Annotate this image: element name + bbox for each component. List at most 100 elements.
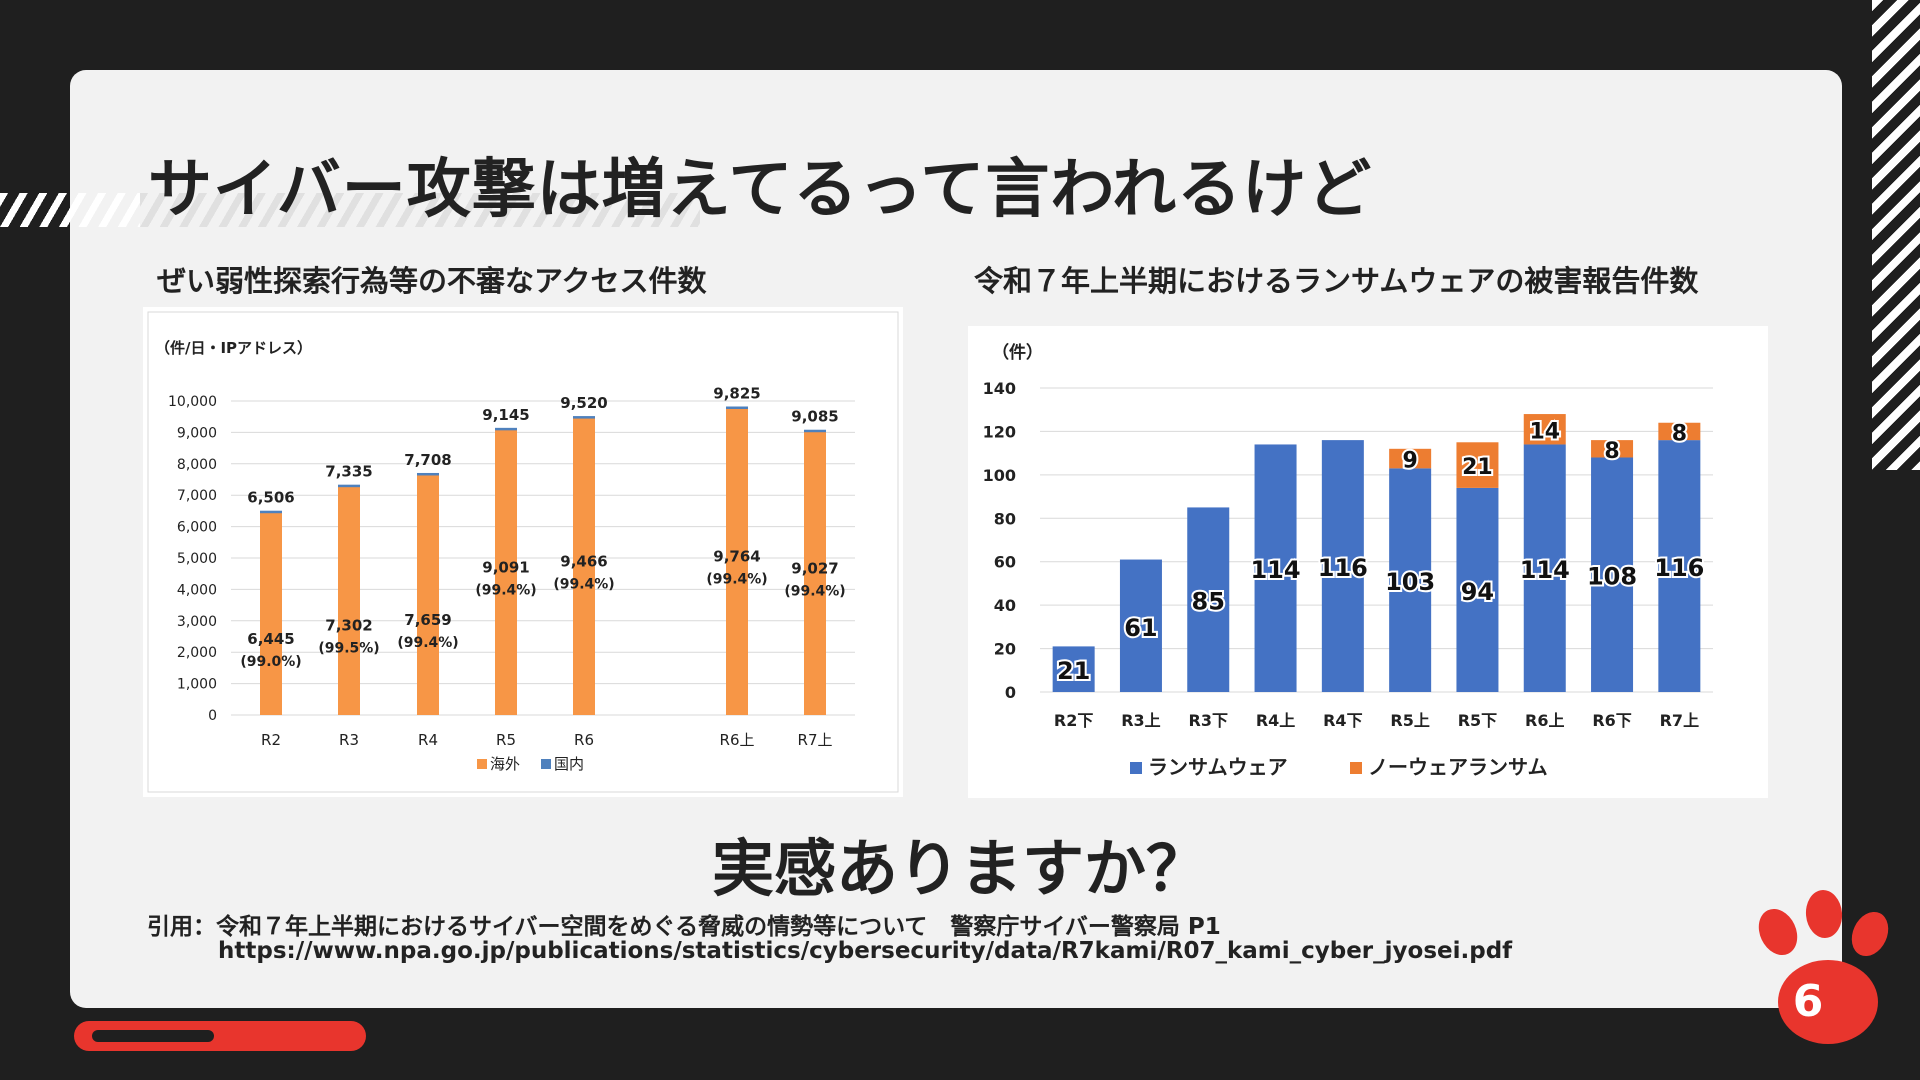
chart1-inner-value: 6,445: [247, 630, 294, 648]
chart2-bar-ransomware: [1119, 559, 1162, 692]
chart2-xtick-label: R3下: [1189, 711, 1228, 730]
chart2-ytick-label: 120: [983, 422, 1016, 441]
chart1-ytick-label: 9,000: [177, 425, 217, 441]
chart1-inner-value: 9,466: [560, 552, 607, 570]
chart1-ytick-label: 6,000: [177, 520, 217, 536]
chart2-value-label: 85: [1192, 588, 1225, 616]
progress-bar-decoration: [74, 1021, 366, 1051]
chart1-xtick-label: R5: [496, 731, 516, 749]
chart2-ytick-label: 80: [994, 509, 1016, 528]
chart1-xtick-label: R7上: [798, 731, 833, 749]
chart2-bar-noware: [1658, 422, 1701, 441]
chart1-bar-overseas: [573, 417, 595, 715]
chart2-noware-label: 21: [1462, 455, 1493, 480]
chart2-bar-ransomware: [1321, 440, 1364, 692]
chart1-bar-domestic: [260, 510, 282, 514]
chart1-inner-value: 9,091: [482, 558, 529, 576]
chart1-bar-domestic: [804, 429, 826, 433]
chart2-legend-swatch-ransomware: [1130, 762, 1142, 774]
chart1-bar-overseas: [495, 429, 517, 715]
chart1-title: ぜい弱性探索行為等の不審なアクセス件数: [157, 264, 707, 298]
chart1-ytick-label: 7,000: [177, 488, 217, 504]
chart2-unit-label: （件）: [992, 342, 1043, 363]
chart2-value-label: 116: [1318, 554, 1368, 582]
chart2-noware-label: 14: [1529, 419, 1560, 444]
chart2-xtick-label: R4下: [1323, 711, 1362, 730]
chart1-total-label: 7,708: [404, 451, 451, 469]
chart1-ytick-label: 3,000: [177, 614, 217, 630]
chart1-legend-swatch-domestic: [541, 759, 551, 769]
slide-title: サイバー攻撃は増えてるって言われるけど: [148, 153, 1373, 227]
chart1-xtick-label: R4: [418, 731, 438, 749]
chart1-inner-pct: (99.4%): [553, 576, 614, 592]
decorative-stripes-left-faint: [140, 193, 700, 227]
chart2-ytick-label: 40: [994, 596, 1016, 615]
chart1-ytick-label: 2,000: [177, 645, 217, 661]
chart1-inner-pct: (99.0%): [240, 654, 301, 670]
chart1-xtick-label: R6: [574, 731, 594, 749]
chart2-legend-ransomware: ランサムウェア: [1148, 755, 1288, 779]
citation-url[interactable]: https://www.npa.go.jp/publications/stati…: [218, 938, 1513, 964]
chart2-legend-noware: ノーウェアランサム: [1368, 755, 1548, 779]
chart2-bar-ransomware: [1389, 468, 1432, 692]
chart1-total-label: 7,335: [325, 463, 372, 481]
chart1-bar-overseas: [726, 408, 748, 715]
page-number: 6: [1793, 976, 1824, 1027]
paw-toe-3: [1851, 911, 1889, 957]
chart2-bar-ransomware: [1523, 444, 1566, 692]
chart2-xtick-label: R6下: [1592, 711, 1631, 730]
chart2-xtick-label: R3上: [1121, 711, 1160, 730]
chart2-bar-noware: [1456, 442, 1499, 488]
chart1-bar-domestic: [417, 472, 439, 476]
chart1-bar-domestic: [726, 406, 748, 409]
chart2-xtick-label: R5上: [1390, 711, 1429, 730]
chart1-inner-value: 9,027: [791, 559, 838, 577]
chart1-inner-value: 7,302: [325, 616, 372, 634]
chart2-ytick-label: 100: [983, 466, 1016, 485]
chart2-bar-ransomware: [1658, 440, 1701, 692]
chart1-xtick-label: R6上: [720, 731, 755, 749]
chart1-ytick-label: 4,000: [177, 582, 217, 598]
chart1-bar-overseas: [260, 512, 282, 715]
chart2-value-label: 21: [1057, 657, 1090, 685]
chart2-ytick-label: 60: [994, 553, 1016, 572]
chart1-legend-overseas: 海外: [490, 755, 520, 773]
chart2-title: 令和７年上半期におけるランサムウェアの被害報告件数: [974, 264, 1699, 298]
chart1-xtick-label: R2: [261, 731, 281, 749]
access-chart-panel: 0 1,000 2,000 3,000 4,000 5,000 6,000 7,000 8,00…: [143, 307, 903, 797]
chart1-legend-swatch-overseas: [477, 759, 487, 769]
question-text: 実感ありますか？: [711, 832, 1208, 905]
chart1-bar-domestic: [573, 416, 595, 419]
chart1-unit-label: （件/日・IPアドレス）: [155, 339, 312, 357]
chart2-xtick-label: R2下: [1054, 711, 1093, 730]
chart2-ytick-label: 20: [994, 640, 1016, 659]
chart1-inner-value: 7,659: [404, 611, 451, 629]
chart2-noware-label: 9: [1402, 449, 1417, 474]
chart2-value-label: 94: [1461, 578, 1494, 606]
chart2-noware-label: 8: [1604, 439, 1619, 464]
chart1-inner-pct: (99.4%): [706, 572, 767, 588]
chart1-total-label: 9,520: [560, 394, 607, 412]
chart1-total-label: 6,506: [247, 489, 294, 507]
chart1-bar-overseas: [804, 431, 826, 715]
chart1-total-label: 9,085: [791, 408, 838, 426]
chart2-xtick-label: R4上: [1256, 711, 1295, 730]
decorative-stripes-right: [1872, 0, 1920, 470]
chart1-xtick-label: R3: [339, 731, 359, 749]
chart2-value-label: 116: [1654, 554, 1704, 582]
chart1-bar-overseas: [338, 485, 360, 715]
chart1-ytick-label: 0: [208, 708, 217, 724]
chart2-bar-noware: [1389, 448, 1432, 469]
chart2-ytick-label: 0: [1005, 683, 1016, 702]
chart1-inner-pct: (99.4%): [397, 635, 458, 651]
chart1-inner-pct: (99.4%): [784, 583, 845, 599]
decorative-stripes-left: [0, 193, 140, 227]
chart1-legend-domestic: 国内: [554, 755, 584, 773]
chart1-inner-pct: (99.4%): [475, 582, 536, 598]
chart2-value-label: 108: [1587, 563, 1637, 591]
paw-page-badge: 6: [1758, 890, 1889, 1044]
paw-pad: [1778, 960, 1878, 1044]
chart1-total-label: 9,825: [713, 384, 760, 402]
progress-bar-inner: [92, 1030, 214, 1042]
chart2-bar-ransomware: [1254, 444, 1297, 692]
